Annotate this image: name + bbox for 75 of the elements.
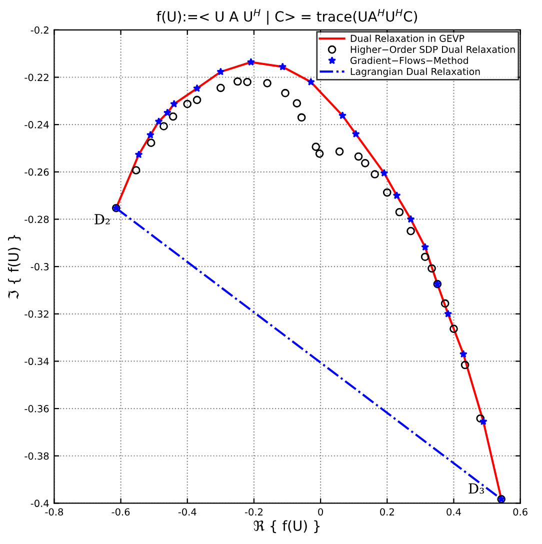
x-axis-title: ℜ { f(U) }	[254, 520, 320, 534]
legend-label: Higher−Order SDP Dual Relaxation	[350, 46, 515, 55]
point	[460, 360, 470, 370]
x-tick-label: 0.2	[380, 508, 394, 516]
point	[352, 130, 360, 138]
point	[476, 414, 485, 423]
point	[146, 138, 156, 147]
point	[420, 252, 430, 262]
point	[315, 150, 324, 158]
y-tick-label: -0.36	[24, 405, 49, 412]
point	[380, 168, 388, 177]
point	[132, 166, 140, 174]
y-tick-label: -0.24	[24, 121, 49, 128]
point	[338, 111, 347, 120]
x-tick-label: -0.6	[112, 508, 130, 516]
point	[134, 150, 143, 158]
point	[243, 78, 252, 86]
point	[278, 62, 287, 70]
point	[395, 208, 404, 216]
y-axis-title: ℑ { f(U) }	[8, 235, 21, 300]
legend-label: Lagrangian Dual Relaxation	[350, 68, 480, 77]
y-tick-label: -0.32	[24, 310, 48, 318]
x-tick-label: 0.6	[513, 508, 528, 516]
point	[233, 77, 242, 86]
point	[297, 113, 306, 122]
annotation: D₃	[468, 483, 484, 494]
legend-label: Gradient−Flows−Method	[350, 56, 468, 64]
y-tick-label: -0.38	[24, 452, 49, 460]
point	[154, 117, 163, 126]
point	[354, 152, 363, 161]
point	[183, 100, 192, 108]
y-tick-label: -0.26	[24, 168, 49, 176]
point	[370, 170, 379, 178]
point	[406, 215, 415, 223]
chart-title: f(U):=< U A U$^{H}$ | C> = trace(UA$^{H}$U$^{H}$C)	[156, 9, 418, 25]
point	[479, 417, 488, 426]
point	[246, 58, 255, 66]
point	[216, 84, 225, 92]
point	[428, 264, 436, 273]
y-tick-label: -0.22	[24, 74, 48, 82]
point	[392, 191, 401, 200]
point	[440, 299, 450, 308]
point	[192, 96, 202, 104]
point	[216, 68, 225, 76]
x-tick-label: 0.4	[446, 508, 461, 516]
y-tick-label: -0.28	[24, 216, 49, 224]
point	[193, 84, 202, 92]
point	[168, 112, 178, 121]
point	[170, 100, 178, 108]
annotation: D₂	[94, 214, 110, 224]
legend-label: Dual Relaxation in GEVP	[350, 34, 464, 42]
point	[263, 78, 272, 88]
point	[292, 99, 302, 108]
y-tick-label: -0.4	[30, 500, 49, 508]
x-tick-label: 0	[318, 508, 323, 516]
point	[459, 350, 468, 358]
y-tick-label: -0.2	[30, 26, 48, 34]
point	[361, 158, 370, 168]
x-tick-label: -0.8	[45, 508, 64, 516]
point	[163, 108, 172, 116]
x-tick-label: -0.4	[178, 508, 196, 516]
point	[146, 130, 154, 138]
point	[406, 226, 415, 236]
point	[444, 310, 452, 318]
x-tick-label: -0.2	[244, 508, 262, 516]
y-tick-label: -0.34	[24, 358, 49, 366]
point	[450, 324, 458, 333]
point	[312, 142, 320, 151]
point	[306, 78, 315, 86]
point	[160, 122, 168, 130]
point	[335, 147, 344, 156]
point	[382, 188, 392, 197]
point	[421, 242, 430, 251]
y-tick-label: -0.3	[30, 263, 49, 270]
point	[281, 88, 290, 98]
